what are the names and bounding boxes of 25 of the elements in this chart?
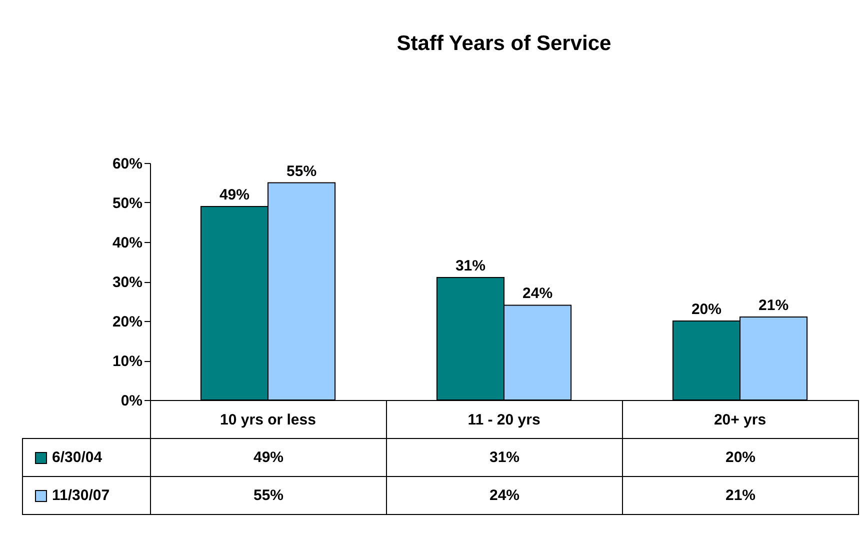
text: 24%: [522, 285, 553, 302]
y-tick-label: 10%: [112, 353, 142, 370]
legend-label: 11/30/07: [52, 487, 110, 504]
y-tick-label: 50%: [112, 195, 142, 212]
data-label: 55%: [253, 487, 284, 504]
y-tick-label: 0%: [120, 392, 142, 410]
data-label: 31%: [489, 449, 520, 466]
data-label: 20%: [725, 449, 756, 466]
text: 31%: [455, 258, 486, 275]
data-label: 49%: [253, 449, 284, 466]
y-tick-label: 40%: [112, 234, 142, 252]
data-label: 21%: [725, 487, 756, 504]
text: 21%: [758, 297, 789, 314]
chart-title: Staff Years of Service: [396, 32, 612, 55]
y-tick-label: 60%: [112, 156, 142, 172]
y-tick-label: 20%: [112, 314, 142, 330]
data-label: 24%: [489, 487, 520, 504]
x-tick-label: 10 yrs or less: [220, 412, 316, 428]
text: 55%: [286, 162, 317, 180]
y-tick-label: 30%: [112, 274, 142, 291]
x-tick-label: 20+ yrs: [714, 412, 766, 428]
x-tick-label: 11 - 20 yrs: [468, 412, 540, 428]
legend-label: 6/30/04: [52, 449, 102, 466]
text: 49%: [219, 186, 250, 204]
text: 20%: [691, 301, 722, 318]
